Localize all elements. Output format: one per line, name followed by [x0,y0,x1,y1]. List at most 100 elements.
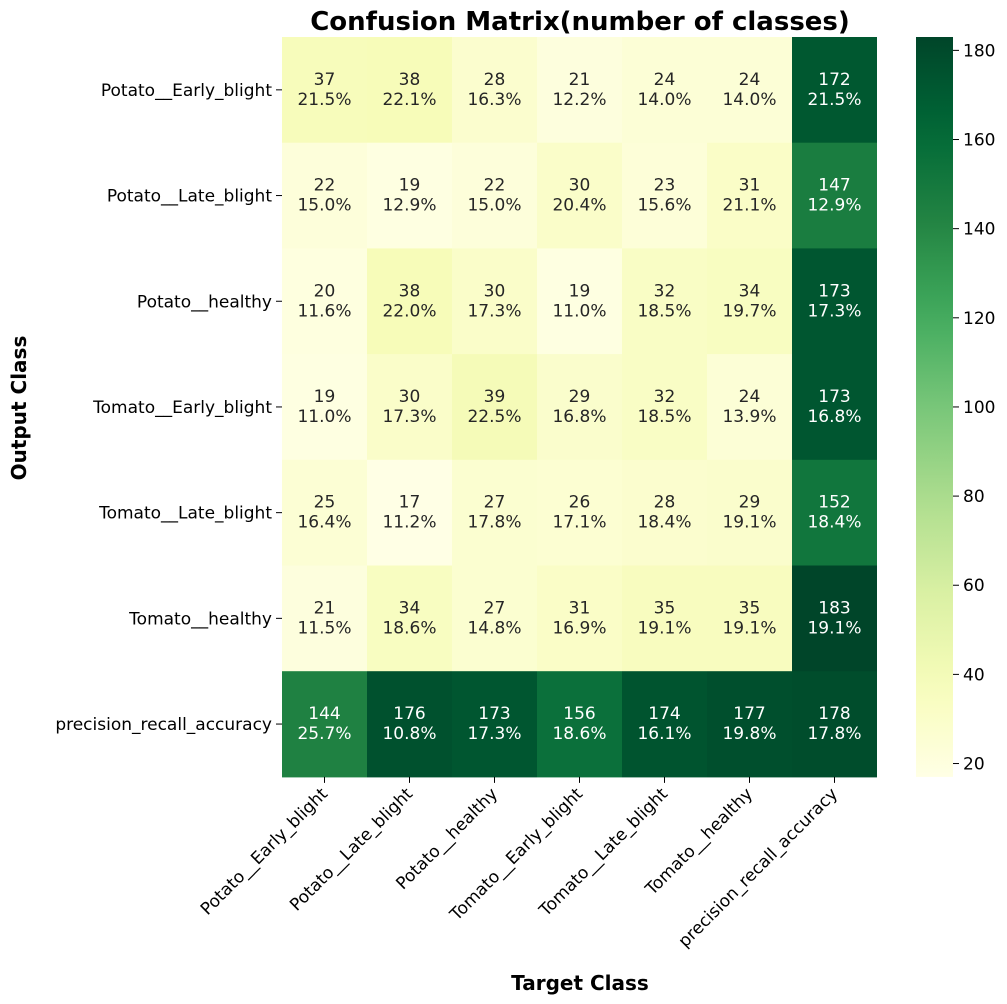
cell-percent-label: 16.4% [297,513,351,533]
cell-percent-label: 19.7% [722,301,776,321]
heatmap-cell [367,565,452,672]
cell-percent-label: 15.0% [467,196,521,216]
colorbar-tick-label: 40 [963,665,985,685]
heatmap-cell [367,248,452,355]
cell-percent-label: 11.5% [297,618,351,638]
cell-percent-label: 19.1% [807,618,861,638]
heatmap-cell [452,565,537,672]
heatmap-cell [622,37,707,144]
heatmap-cell [707,671,792,778]
cell-count-label: 26 [569,493,591,513]
heatmap-cell [792,565,877,672]
cell-count-label: 147 [818,176,850,196]
cell-count-label: 34 [399,598,421,618]
heatmap-cell [707,142,792,249]
heatmap-cell [367,354,452,461]
cell-percent-label: 19.1% [637,618,691,638]
cell-percent-label: 21.5% [807,90,861,110]
heatmap-cell [452,671,537,778]
cell-percent-label: 15.6% [637,196,691,216]
heatmap-cell [707,248,792,355]
cell-count-label: 19 [314,387,336,407]
heatmap-cell [707,565,792,672]
heatmap-cell [282,459,367,566]
cell-percent-label: 19.1% [722,618,776,638]
cell-count-label: 38 [399,70,421,90]
cell-count-label: 19 [399,176,421,196]
cell-percent-label: 22.0% [382,301,436,321]
cell-percent-label: 18.6% [382,618,436,638]
colorbar: 20 40 60 80 100 120 140 160 180 [916,37,995,777]
x-axis-title: Target Class [511,971,649,995]
cell-count-label: 17 [399,493,421,513]
heatmap-cell [367,459,452,566]
cell-percent-label: 18.4% [807,513,861,533]
heatmap-cell [367,37,452,144]
cell-count-label: 178 [818,704,850,724]
y-axis-title: Output Class [7,336,31,481]
y-axis-ticks: Potato__Early_blight Potato__Late_blight P… [55,81,282,735]
cell-count-label: 29 [739,493,761,513]
cell-count-label: 31 [739,176,761,196]
cell-count-label: 24 [739,70,761,90]
cell-count-label: 173 [818,281,850,301]
cell-percent-label: 22.1% [382,90,436,110]
cell-count-label: 34 [739,281,761,301]
cell-count-label: 174 [648,704,680,724]
y-tick-label: precision_recall_accuracy [55,715,272,735]
cell-percent-label: 18.6% [552,724,606,744]
cell-count-label: 22 [484,176,506,196]
cell-percent-label: 16.1% [637,724,691,744]
cell-count-label: 25 [314,493,336,513]
cell-count-label: 24 [654,70,676,90]
heatmap-cell [282,37,367,144]
heatmap-cell [452,248,537,355]
cell-percent-label: 11.0% [297,407,351,427]
heatmap-cell [537,459,622,566]
cell-count-label: 27 [484,598,506,618]
cell-percent-label: 17.8% [807,724,861,744]
cell-percent-label: 18.5% [637,407,691,427]
heatmap-cell [792,354,877,461]
cell-percent-label: 21.5% [297,90,351,110]
colorbar-tick-label: 160 [963,131,995,151]
colorbar-tick-label: 120 [963,309,995,329]
cell-percent-label: 13.9% [722,407,776,427]
heatmap-cell [537,37,622,144]
cell-percent-label: 14.0% [722,90,776,110]
heatmap-cell [452,142,537,249]
cell-count-label: 173 [478,704,510,724]
cell-count-label: 30 [569,176,591,196]
cell-percent-label: 22.5% [467,407,521,427]
heatmap-cell [792,37,877,144]
cell-percent-label: 12.9% [807,196,861,216]
heatmap-cell [282,565,367,672]
cell-percent-label: 21.1% [722,196,776,216]
cell-percent-label: 15.0% [297,196,351,216]
cell-count-label: 22 [314,176,336,196]
y-tick-label: Tomato__healthy [128,609,272,629]
cell-percent-label: 18.4% [637,513,691,533]
x-axis-ticks: Potato__Early_blightPotato__Late_blightP… [197,776,842,952]
y-tick-label: Potato__healthy [137,292,272,312]
heatmap-cell [452,354,537,461]
cell-percent-label: 11.6% [297,301,351,321]
cell-percent-label: 16.8% [552,407,606,427]
heatmap-cell [792,671,877,778]
colorbar-tick-label: 140 [963,220,995,240]
cell-count-label: 156 [563,704,595,724]
cell-count-label: 29 [569,387,591,407]
heatmap-cell [282,671,367,778]
colorbar-gradient [916,37,953,777]
cell-percent-label: 19.8% [722,724,776,744]
cell-count-label: 32 [654,281,676,301]
heatmap-cell [537,354,622,461]
heatmap-cell [707,459,792,566]
x-tick-label: precision_recall_accuracy [675,784,842,951]
cell-percent-label: 17.1% [552,513,606,533]
cell-percent-label: 17.8% [467,513,521,533]
colorbar-tick-label: 180 [963,41,995,61]
cell-count-label: 37 [314,70,336,90]
cell-count-label: 21 [569,70,591,90]
